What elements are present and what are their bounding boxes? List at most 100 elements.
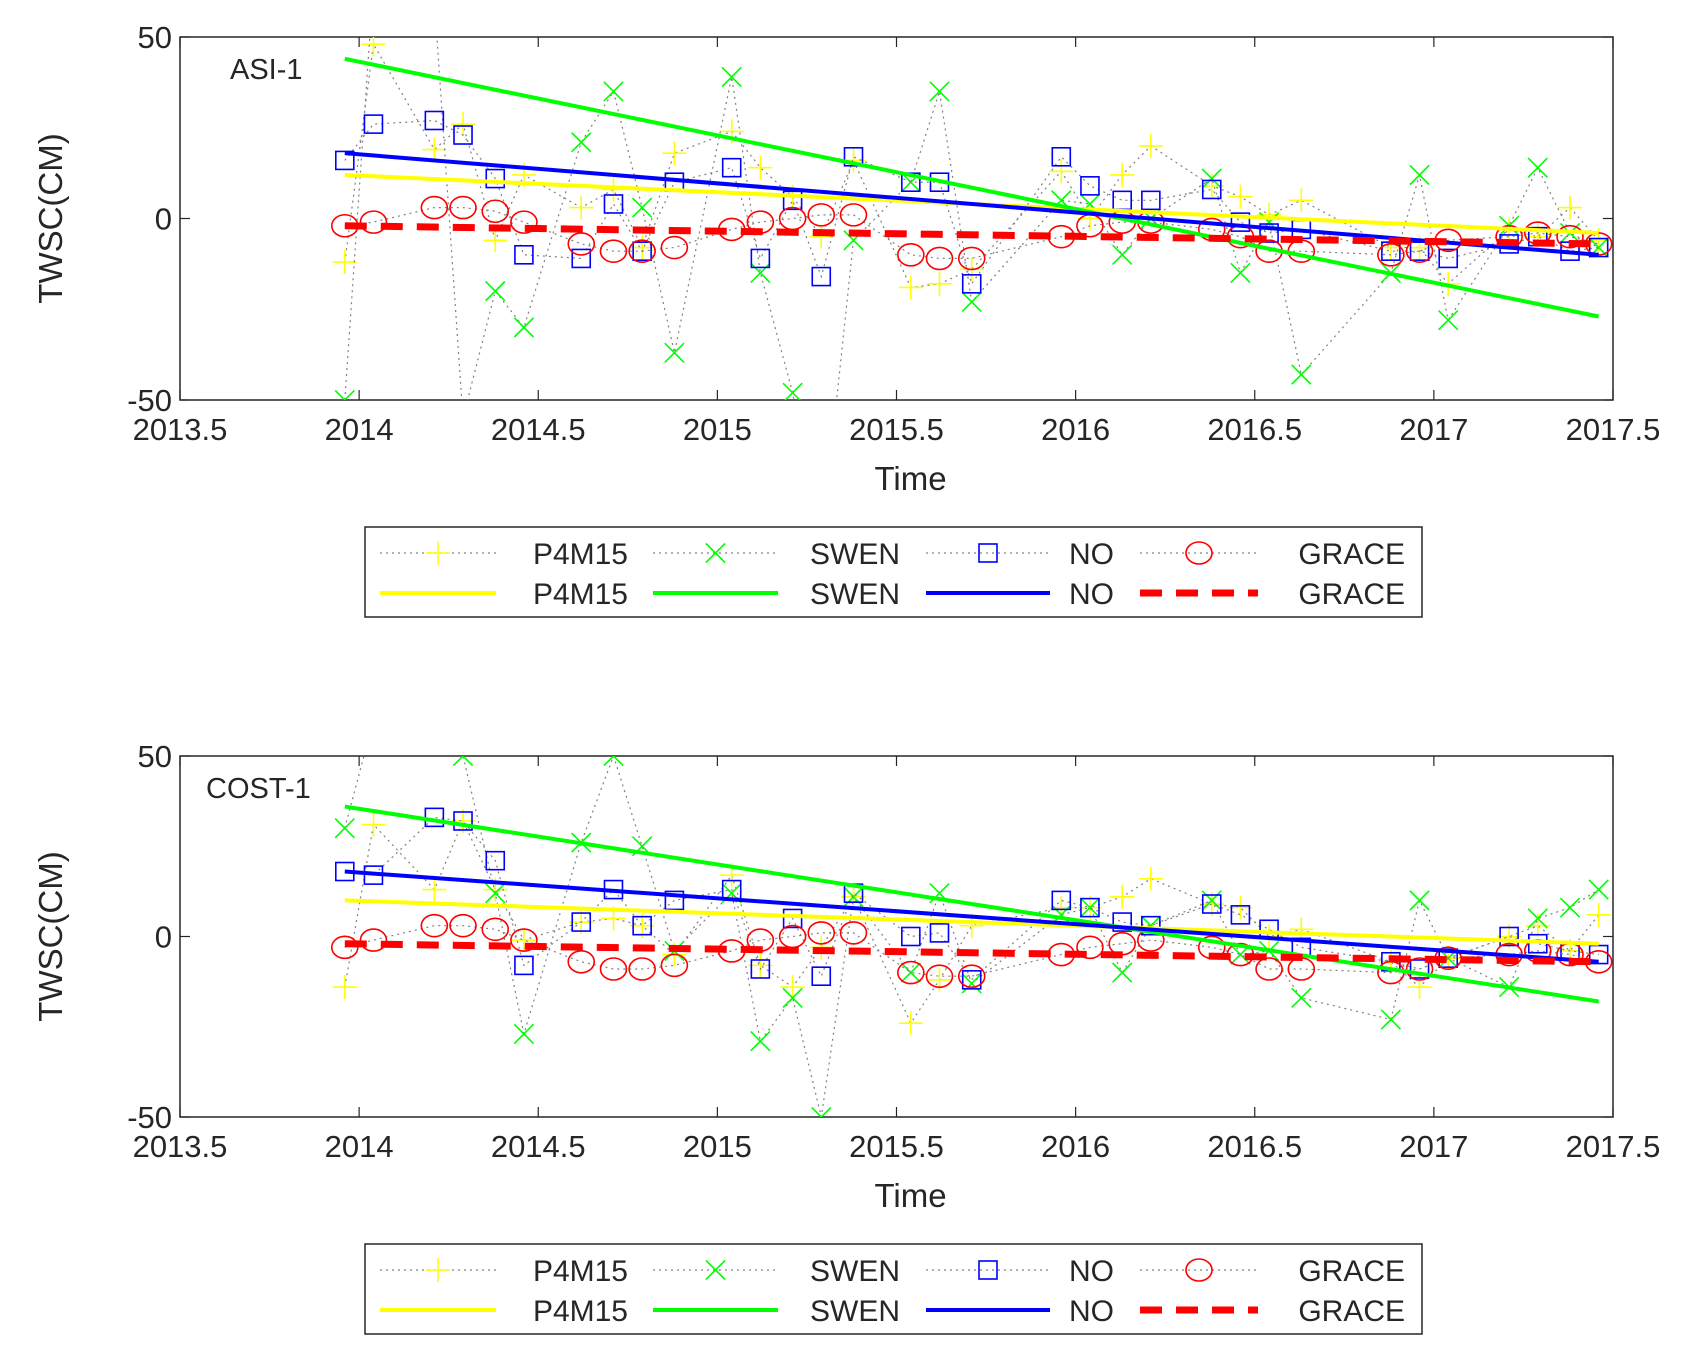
no-connector bbox=[344, 816, 1599, 981]
swen-point bbox=[750, 1031, 771, 1052]
legend-entry-no: NO bbox=[926, 1255, 1114, 1288]
legend-marker bbox=[705, 542, 726, 564]
grace-point bbox=[897, 960, 925, 985]
swen-point bbox=[1380, 1009, 1402, 1030]
p4m15-point bbox=[1407, 975, 1432, 1000]
grace-point bbox=[449, 195, 477, 220]
no-point bbox=[453, 811, 473, 831]
no-point bbox=[1080, 897, 1100, 918]
x-tick-label: 2016 bbox=[1041, 1129, 1110, 1164]
p4m15-point bbox=[662, 141, 687, 166]
grace-point bbox=[1405, 957, 1434, 981]
legend-label: SWEN bbox=[810, 578, 900, 611]
p4m15-point bbox=[780, 975, 805, 1000]
x-tick-label: 2015.5 bbox=[849, 412, 944, 447]
p4m15-point bbox=[748, 155, 773, 180]
swen-point bbox=[334, 818, 355, 839]
legend-label: P4M15 bbox=[533, 1255, 628, 1288]
grace-point bbox=[510, 210, 538, 234]
grace-point bbox=[1076, 935, 1104, 960]
panel-cost-1: 2013.5 2014 2014.5 2015 2015.5 2016 2016.5 2017… bbox=[32, 739, 1661, 1335]
p4m15-point bbox=[898, 1011, 923, 1036]
p4m15-point bbox=[422, 137, 447, 162]
legend-entry-p4m15: P4M15 bbox=[380, 1255, 628, 1288]
legend-label: P4M15 bbox=[533, 1295, 628, 1328]
legend-label: GRACE bbox=[1298, 538, 1405, 571]
swen-point bbox=[1112, 962, 1133, 983]
p4m15-point bbox=[1138, 133, 1163, 158]
p4m15-point bbox=[1110, 162, 1135, 187]
no-point bbox=[929, 923, 950, 943]
p4m15-point bbox=[748, 953, 773, 978]
swen-point bbox=[603, 756, 624, 767]
x-tick-label: 2014.5 bbox=[491, 1129, 586, 1164]
p4m15-point bbox=[569, 195, 594, 220]
panel-asi-1: 2013.5 2014 2014.5 2015 2015.5 2016 2016.5 2017… bbox=[32, 20, 1661, 618]
legend-entry-grace: GRACE bbox=[1140, 578, 1405, 611]
p4m15-point bbox=[332, 975, 357, 1000]
legend-entry-swen: SWEN bbox=[653, 578, 900, 611]
p4m15-point bbox=[1228, 895, 1253, 920]
p4m15-point bbox=[361, 812, 386, 837]
grace-point bbox=[925, 246, 954, 271]
no-point bbox=[485, 850, 506, 871]
no-point bbox=[721, 157, 742, 178]
x-tick-label: 2014.5 bbox=[491, 412, 586, 447]
p4m15-point bbox=[927, 271, 952, 296]
no-point bbox=[961, 274, 982, 294]
no-point bbox=[424, 110, 445, 131]
p4m15-point bbox=[451, 112, 476, 137]
x-tick-label: 2017.5 bbox=[1566, 412, 1661, 447]
legend-box bbox=[364, 526, 1423, 618]
swen-point bbox=[721, 66, 742, 88]
legend-entry-grace: GRACE bbox=[1140, 1295, 1405, 1328]
grace-trend-line bbox=[344, 222, 1599, 248]
p4m15-trend-line bbox=[344, 898, 1599, 946]
swen-point bbox=[1112, 244, 1133, 265]
series-grace-trend bbox=[344, 222, 1599, 248]
p4m15-point bbox=[422, 877, 447, 902]
grace-point bbox=[925, 964, 954, 989]
x-tick-label: 2016 bbox=[1041, 412, 1110, 447]
series-p4m15-trend bbox=[344, 898, 1599, 946]
swen-point bbox=[900, 962, 921, 983]
legend-label: P4M15 bbox=[533, 538, 628, 571]
x-tick-label: 2014 bbox=[325, 1129, 394, 1164]
x-tick-label: 2016.5 bbox=[1207, 1129, 1302, 1164]
legend-marker bbox=[426, 541, 450, 565]
legend: P4M15 SWEN NO GRACE P4M15 SWEN NO GRACE bbox=[364, 526, 1423, 618]
swen-point bbox=[1438, 309, 1459, 331]
no-trend-line bbox=[344, 869, 1599, 964]
p4m15-point bbox=[630, 913, 655, 938]
legend-box bbox=[364, 1243, 1423, 1335]
grace-point bbox=[1255, 957, 1283, 981]
legend-marker bbox=[978, 543, 998, 563]
p4m15-point bbox=[511, 928, 536, 953]
no-point bbox=[750, 248, 771, 269]
x-tick-label: 2017 bbox=[1399, 1129, 1468, 1164]
grace-point bbox=[839, 203, 868, 227]
x-tick-label: 2017 bbox=[1399, 412, 1468, 447]
swen-point bbox=[782, 987, 803, 1009]
legend-marker bbox=[1185, 541, 1213, 565]
no-point bbox=[632, 915, 652, 936]
x-axis-label: Time bbox=[874, 1177, 946, 1214]
legend-label: P4M15 bbox=[533, 578, 628, 611]
no-point bbox=[1141, 915, 1161, 936]
no-point bbox=[782, 908, 803, 929]
panel-label: ASI-1 bbox=[230, 54, 303, 86]
p4m15-point bbox=[451, 808, 476, 833]
grace-point bbox=[599, 957, 628, 981]
legend-label: GRACE bbox=[1298, 578, 1405, 611]
y-axis-label: TWSC(CM) bbox=[32, 851, 69, 1021]
y-tick-label: 0 bbox=[155, 920, 172, 955]
p4m15-point bbox=[483, 228, 508, 253]
grace-point bbox=[628, 239, 656, 263]
swen-point bbox=[961, 291, 982, 313]
series-no-trend bbox=[344, 869, 1599, 964]
legend-entry-swen: SWEN bbox=[653, 1295, 900, 1328]
swen-trend-line bbox=[344, 804, 1599, 1004]
x-tick-label: 2017.5 bbox=[1566, 1129, 1661, 1164]
legend-entry-p4m15: P4M15 bbox=[380, 538, 628, 571]
x-tick-label: 2016.5 bbox=[1207, 412, 1302, 447]
